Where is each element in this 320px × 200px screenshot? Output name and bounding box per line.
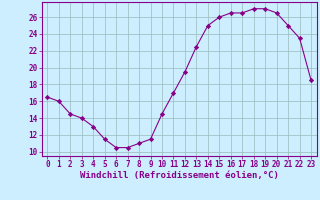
X-axis label: Windchill (Refroidissement éolien,°C): Windchill (Refroidissement éolien,°C) — [80, 171, 279, 180]
